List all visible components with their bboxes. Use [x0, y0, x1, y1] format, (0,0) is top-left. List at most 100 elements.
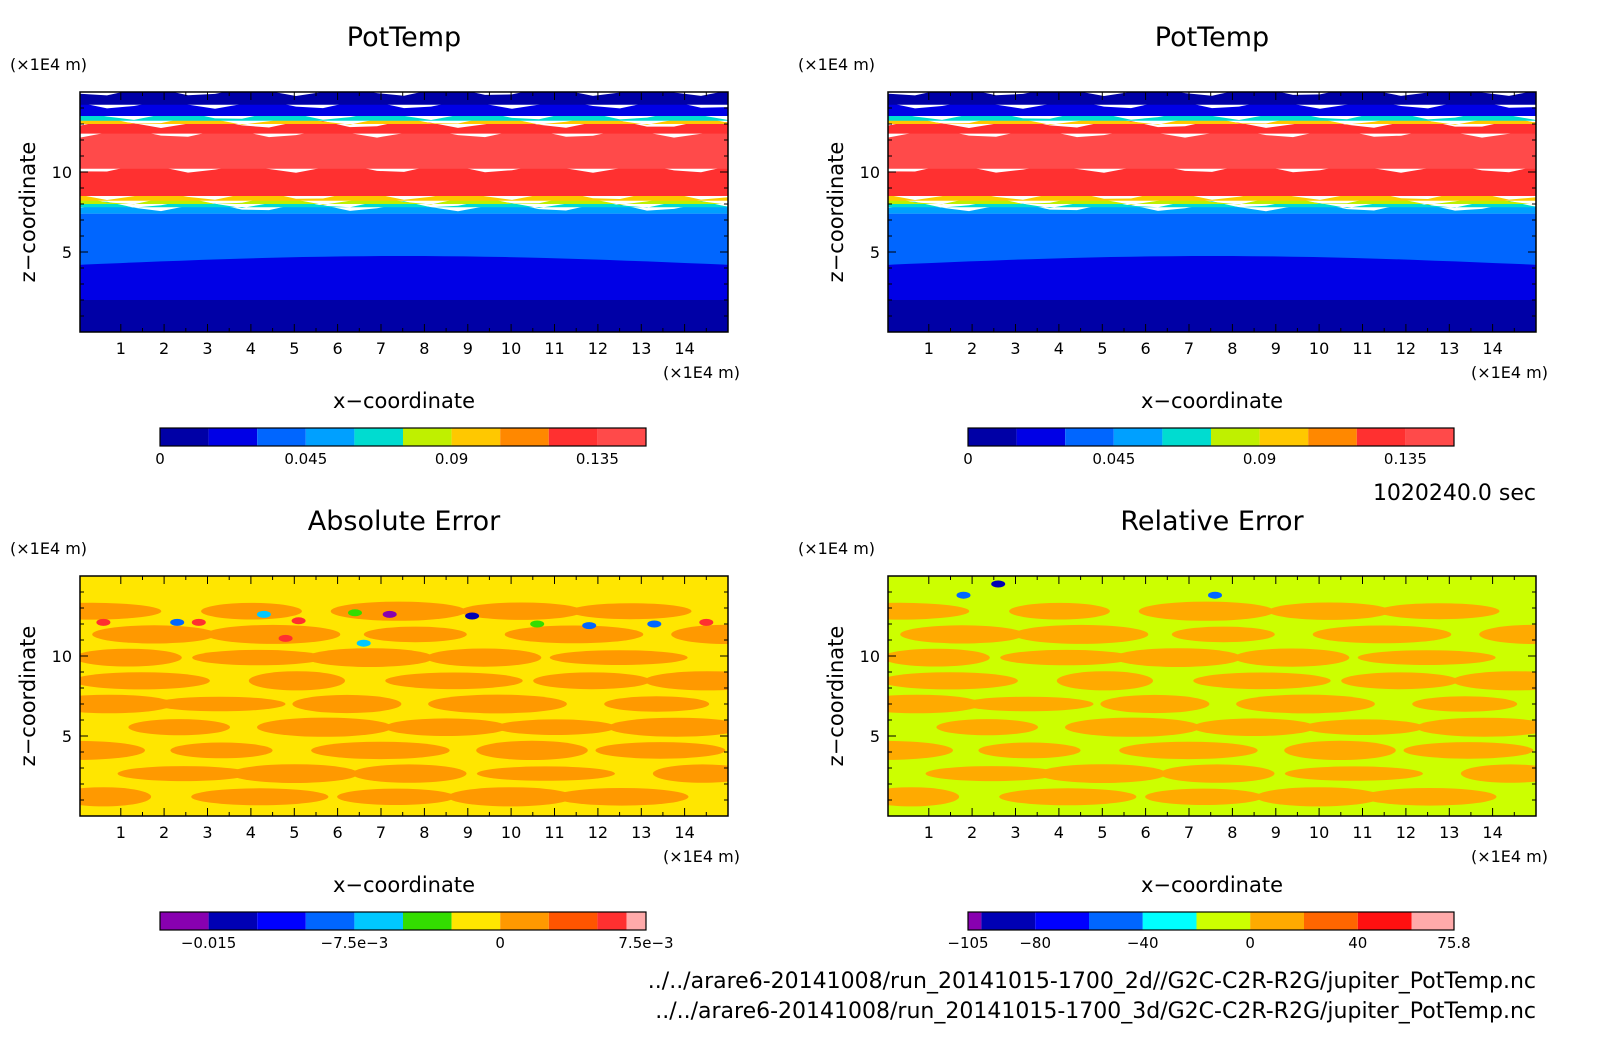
x-tick-label: 1 — [116, 339, 126, 358]
colorbar-frame — [967, 427, 1455, 447]
y-tick-label: 10 — [860, 647, 880, 666]
x-tick-label: 4 — [246, 339, 256, 358]
contour-patch — [644, 671, 728, 691]
contour-patch — [1138, 601, 1275, 621]
contour-patch — [337, 788, 455, 805]
contour-patch — [128, 719, 230, 736]
x-tick-label: 8 — [1227, 339, 1237, 358]
panel-title: Absolute Error — [308, 506, 501, 537]
colorbar-swatch — [1250, 912, 1304, 930]
panel-relative-error: Relative Error (×1E4 m) 1 2 3 4 5 6 7 8 9 10 11 12 1… — [798, 506, 1548, 952]
contour-patch — [554, 788, 689, 806]
contour-band — [80, 203, 728, 214]
colorbar-swatch — [208, 428, 258, 446]
colorbar-swatch — [451, 912, 501, 930]
contour-band — [80, 120, 728, 134]
contour-patch — [257, 717, 393, 737]
x-tick-label: 11 — [1352, 823, 1372, 842]
y-axis-label: z−coordinate — [824, 142, 848, 283]
x-tick-label: 11 — [544, 823, 564, 842]
y-tick-label: 10 — [860, 163, 880, 182]
colorbar-tick-label: 0 — [495, 934, 505, 952]
contour-patch — [961, 696, 1094, 712]
x-tick-label: 5 — [1097, 339, 1107, 358]
contour-patch — [230, 764, 359, 783]
colorbar-tick-label: 0 — [963, 450, 973, 468]
colorbar-swatch — [403, 428, 452, 446]
plot-frame — [79, 575, 729, 817]
x-tick-label: 6 — [333, 823, 343, 842]
x-tick-label: 4 — [1054, 823, 1064, 842]
contour-patch — [330, 601, 467, 621]
contour-patch — [92, 625, 217, 644]
contour-spot — [256, 610, 271, 618]
contour-patch — [80, 740, 145, 760]
file-path-2d: ../../arare6-20141008/run_20141015-1700_… — [648, 969, 1536, 994]
x-tick-label: 1 — [116, 823, 126, 842]
y-ticks: 5 10 — [860, 107, 1536, 317]
colorbar-swatch — [500, 912, 549, 930]
colorbar-frame — [967, 911, 1455, 931]
contour-patch — [608, 717, 728, 737]
x-tick-label: 12 — [1396, 823, 1416, 842]
x-tick-label: 2 — [967, 823, 977, 842]
plot-frame — [887, 575, 1537, 817]
panel-absolute-error: Absolute Error (×1E4 m) 1 2 3 4 5 6 7 8 9 10 11 12 1… — [10, 506, 740, 952]
colorbar-tick-label: −105 — [947, 934, 988, 952]
y-tick-label: 5 — [870, 243, 880, 262]
x-tick-label: 5 — [1097, 823, 1107, 842]
contour-patch — [1479, 624, 1536, 644]
contour-patch — [888, 672, 1018, 690]
x-tick-label: 7 — [376, 339, 386, 358]
plot-frame — [79, 91, 729, 333]
contour-patch — [504, 625, 644, 644]
colorbar-tick-label: 0.09 — [1243, 450, 1276, 468]
x-tick-label: 8 — [1227, 823, 1237, 842]
contour-patch — [292, 694, 402, 714]
x-tick-label: 10 — [501, 339, 521, 358]
y-tick-label: 10 — [52, 647, 72, 666]
contour-patch — [170, 742, 273, 759]
contour-patch — [1255, 787, 1382, 807]
contour-patch — [80, 694, 174, 714]
contour-patch — [80, 602, 162, 620]
contour-spot — [1208, 591, 1222, 599]
contour-patch — [363, 626, 467, 643]
contour-spot — [170, 618, 185, 626]
x-tick-label: 2 — [159, 339, 169, 358]
contour-patch — [248, 671, 345, 691]
colorbar-swatch — [160, 428, 209, 446]
x-tick-label: 10 — [1309, 339, 1329, 358]
y-tick-label: 10 — [52, 163, 72, 182]
contour-patch — [1038, 764, 1167, 783]
contour-patch — [1236, 694, 1375, 714]
x-tick-label: 4 — [246, 823, 256, 842]
contour-patch — [1193, 672, 1331, 690]
contour-patch — [1303, 719, 1424, 735]
contour-patch — [888, 694, 982, 714]
contour-patch — [999, 788, 1137, 806]
x-tick-label: 9 — [463, 823, 473, 842]
contour-patch — [652, 764, 728, 783]
x-ticks: 1 2 3 4 5 6 7 8 9 10 11 12 13 14 — [924, 92, 1515, 358]
x-tick-label: 2 — [159, 823, 169, 842]
contour-patch — [1114, 648, 1242, 667]
contour-patch — [595, 742, 726, 759]
colorbar-swatch — [548, 428, 598, 446]
x-tick-label: 13 — [1439, 339, 1459, 358]
colorbar-swatch — [968, 912, 982, 930]
contour-spot — [348, 609, 362, 617]
contour-patch — [191, 788, 329, 806]
plot-frame — [887, 91, 1537, 333]
contour-field — [80, 576, 728, 816]
colorbar-frame — [159, 911, 647, 931]
colorbar-swatch — [1016, 428, 1066, 446]
contour-patch — [205, 624, 341, 644]
x-tick-label: 13 — [631, 823, 651, 842]
x-tick-label: 12 — [588, 339, 608, 358]
contour-patch — [1341, 672, 1459, 690]
contour-patch — [925, 766, 1058, 782]
x-tick-label: 12 — [1396, 339, 1416, 358]
colorbar-swatch — [1065, 428, 1114, 446]
contour-spot — [191, 618, 206, 626]
